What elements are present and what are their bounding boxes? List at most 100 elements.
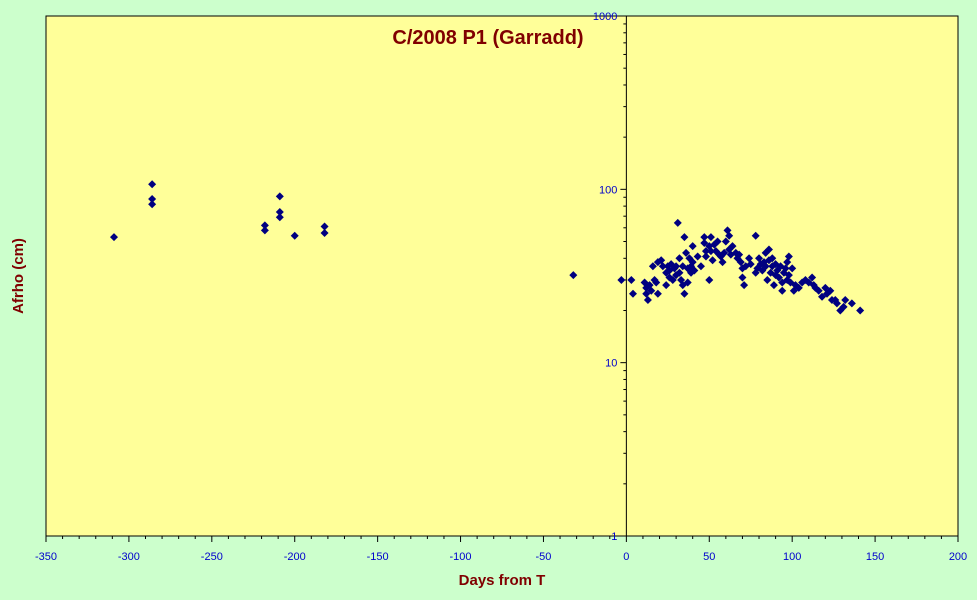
data-point [784, 271, 793, 280]
data-point [781, 264, 790, 273]
data-point [738, 273, 747, 282]
data-point [700, 239, 709, 248]
data-point [731, 248, 740, 257]
data-point [109, 233, 118, 242]
data-point [680, 289, 689, 298]
data-point [652, 278, 661, 287]
data-point [653, 289, 662, 298]
x-tick-label: 0 [623, 551, 629, 563]
data-point [688, 242, 697, 251]
data-point [617, 275, 626, 284]
data-point [778, 286, 787, 295]
data-point [683, 278, 692, 287]
data-point [736, 258, 745, 267]
y-ticks: 1 10 100 1000 [593, 11, 627, 543]
data-point [658, 262, 667, 271]
plot-area [45, 15, 959, 537]
y-axis-title: Afrho (cm) [10, 238, 27, 314]
data-point [668, 275, 677, 284]
data-point [826, 286, 835, 295]
data-point [725, 231, 734, 240]
data-point [148, 200, 157, 209]
y-tick-label: 10 [605, 358, 617, 370]
x-tick-label: -150 [367, 551, 389, 563]
x-tick-label: -50 [536, 551, 552, 563]
data-point [275, 213, 284, 222]
data-point [784, 252, 793, 261]
data-point [696, 262, 705, 271]
x-tick-label: 100 [783, 551, 801, 563]
data-point [643, 295, 652, 304]
data-point [841, 295, 850, 304]
x-tick-label: -250 [201, 551, 223, 563]
data-point [706, 247, 715, 256]
data-points [109, 180, 865, 315]
data-point [320, 228, 329, 237]
data-point [735, 250, 744, 259]
data-point [769, 281, 778, 290]
data-point [720, 248, 729, 257]
data-point [701, 252, 710, 261]
data-point [705, 275, 714, 284]
data-point [818, 292, 827, 301]
data-point [832, 299, 841, 308]
data-point [721, 237, 730, 246]
data-point [788, 264, 797, 273]
data-point [700, 233, 709, 242]
data-point [680, 233, 689, 242]
x-tick-label: 150 [866, 551, 884, 563]
y-tick-label: 100 [599, 184, 617, 196]
data-point [814, 286, 823, 295]
data-point [761, 262, 770, 271]
x-axis-title: Days from T [459, 572, 546, 589]
data-point [672, 262, 681, 271]
data-point [673, 218, 682, 227]
data-point [647, 286, 656, 295]
data-point [706, 233, 715, 242]
data-point [675, 268, 684, 277]
data-point [569, 271, 578, 280]
data-point [260, 221, 269, 230]
data-point [627, 275, 636, 284]
data-point [763, 275, 772, 284]
data-point [746, 260, 755, 269]
data-point [713, 237, 722, 246]
data-point [768, 254, 777, 263]
data-point [682, 248, 691, 257]
x-tick-label: -200 [284, 551, 306, 563]
y-tick-label: 1000 [593, 11, 617, 23]
data-point [148, 194, 157, 203]
data-point [275, 207, 284, 216]
data-point [751, 231, 760, 240]
data-point [708, 256, 717, 265]
chart-title: C/2008 P1 (Garradd) [392, 27, 583, 49]
data-point [847, 299, 856, 308]
data-point [275, 192, 284, 201]
data-point [839, 302, 848, 311]
y-tick-label: 1 [611, 531, 617, 543]
data-point [701, 247, 710, 256]
data-point [675, 254, 684, 263]
x-ticks: -350 -300 -250 -200 -150 -100 -50 0 50 100 150 200 [35, 536, 967, 563]
data-point [148, 180, 157, 189]
data-point [648, 262, 657, 271]
data-point [628, 289, 637, 298]
data-point [774, 273, 783, 282]
data-point [783, 258, 792, 267]
data-point [728, 242, 737, 251]
data-point [718, 258, 727, 267]
data-point [755, 254, 764, 263]
data-point [657, 256, 666, 265]
x-tick-label: -100 [450, 551, 472, 563]
data-point [740, 281, 749, 290]
data-point [764, 245, 773, 254]
data-point [320, 222, 329, 231]
data-point [794, 283, 803, 292]
data-point [260, 226, 269, 235]
data-point [745, 254, 754, 263]
data-point [856, 306, 865, 315]
x-tick-label: 200 [949, 551, 967, 563]
data-point [693, 252, 702, 261]
